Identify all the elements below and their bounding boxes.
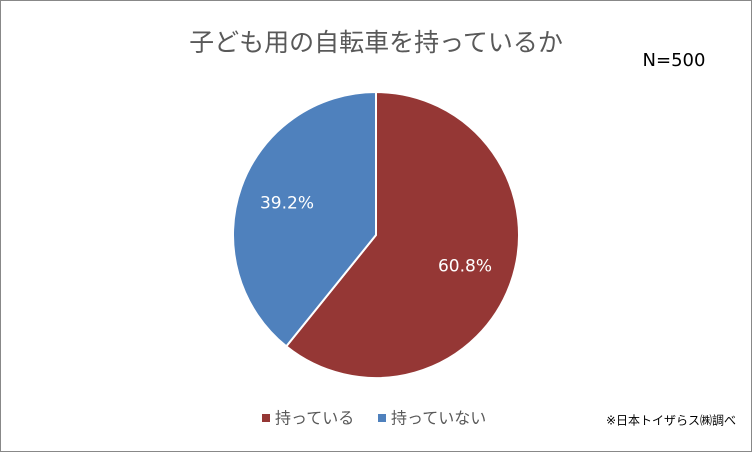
pie-slice [232, 90, 377, 348]
source-note: ※日本トイザらス㈱調べ [606, 414, 736, 428]
legend-swatch [262, 414, 270, 422]
chart-title: 子ども用の自転車を持っているか [189, 28, 563, 57]
pie-slice [284, 90, 520, 379]
annotation: N=500 [643, 50, 706, 71]
data-label: 60.8% [438, 256, 492, 276]
legend-label: 持っていない [391, 409, 486, 428]
legend-swatch [378, 414, 386, 422]
legend-label: 持っている [275, 409, 354, 428]
data-label: 39.2% [260, 194, 314, 214]
